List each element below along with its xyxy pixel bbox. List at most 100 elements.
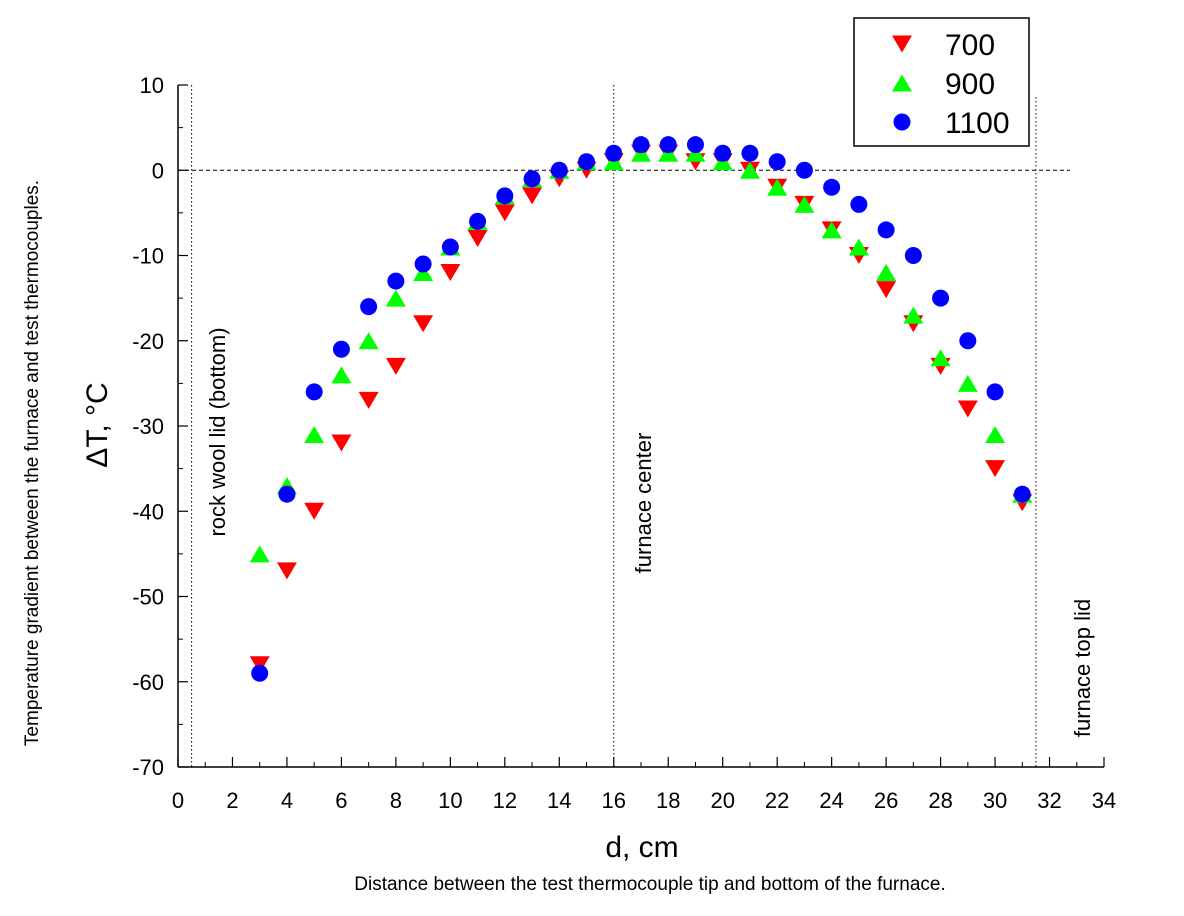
data-point (904, 247, 922, 264)
data-point (741, 144, 759, 162)
legend-marker-900 (892, 74, 912, 92)
data-point (795, 161, 813, 179)
data-point (413, 264, 434, 282)
data-point (331, 366, 352, 384)
reference-line-label: rock wool lid (bottom) (205, 327, 230, 536)
data-point (522, 187, 543, 205)
data-point (387, 272, 405, 290)
data-point (550, 161, 568, 179)
ticks: 0 2 4 6 8 10 12 14 16 18 20 22 24 26 28 30 32 34100-10-20… (132, 73, 1116, 813)
x-tick-label: 26 (874, 788, 898, 813)
legend-label: 700 (945, 29, 995, 62)
data-point (876, 264, 897, 282)
data-point (332, 340, 350, 358)
y-tick-label: -20 (132, 329, 164, 354)
y-tick-label: -70 (132, 755, 164, 780)
x-tick-label: 22 (765, 788, 789, 813)
x-tick-label: 12 (493, 788, 517, 813)
data-point (959, 332, 977, 350)
x-tick-label: 32 (1037, 788, 1061, 813)
data-point (249, 656, 270, 674)
y-tick-label: -40 (132, 499, 164, 524)
data-point (739, 161, 760, 179)
legend-marker-1100 (893, 113, 911, 131)
data-point (414, 255, 432, 273)
data-point (823, 178, 841, 196)
data-point (360, 298, 378, 316)
data-point (413, 315, 434, 333)
x-tick-label: 34 (1092, 788, 1116, 813)
data-point (496, 187, 514, 205)
x-tick-label: 24 (819, 788, 843, 813)
data-point (249, 545, 270, 563)
y-tick-label: -10 (132, 244, 164, 269)
data-point (603, 153, 624, 171)
data-point (467, 229, 488, 247)
data-point (685, 144, 706, 162)
data-point (358, 332, 379, 350)
data-point (932, 289, 950, 307)
data-point (523, 170, 541, 188)
data-point (686, 136, 704, 154)
data-point (469, 212, 487, 230)
x-tick-label: 30 (983, 788, 1007, 813)
data-point (605, 144, 623, 162)
x-axis-title: d, cm (605, 831, 678, 864)
data-point (276, 562, 297, 580)
x-tick-label: 16 (602, 788, 626, 813)
y-axis-caption: Temperature gradient between the furnace… (22, 180, 43, 746)
data-point (304, 502, 325, 520)
y-tick-label: 10 (140, 73, 164, 98)
data-point (358, 391, 379, 409)
data-point (768, 153, 786, 171)
x-tick-label: 10 (438, 788, 462, 813)
data-point (712, 153, 733, 171)
data-point (767, 178, 788, 196)
reference-line-label: furnace center (631, 433, 656, 574)
data-point (304, 426, 325, 444)
axis-titles: d, cm Distance between the test thermoco… (22, 180, 946, 895)
y-axis-title: ΔT, °C (81, 382, 114, 467)
data-point (385, 357, 406, 375)
x-tick-label: 20 (710, 788, 734, 813)
data-point (440, 264, 461, 282)
reference-lines: rock wool lid (bottom) furnace center furn… (178, 85, 1095, 767)
data-point (278, 485, 296, 503)
data-point (930, 349, 951, 367)
x-tick-label: 28 (928, 788, 952, 813)
legend-label: 900 (945, 68, 995, 101)
data-series (249, 136, 1033, 682)
x-tick-label: 6 (335, 788, 347, 813)
data-point (659, 136, 677, 154)
data-point (794, 195, 815, 213)
legend-box (853, 17, 1030, 147)
data-point (957, 400, 978, 418)
data-point (632, 136, 650, 154)
data-point (986, 383, 1004, 401)
data-point (876, 281, 897, 299)
data-point (714, 144, 732, 162)
data-point (578, 153, 596, 171)
y-tick-label: 0 (152, 158, 164, 183)
x-tick-label: 0 (172, 788, 184, 813)
series-700 (249, 144, 1033, 674)
axes (177, 85, 1104, 768)
data-point (494, 204, 515, 222)
x-tick-label: 4 (281, 788, 293, 813)
data-point (957, 374, 978, 392)
data-point (903, 306, 924, 324)
data-point (848, 238, 869, 256)
reference-line-label: furnace top lid (1070, 599, 1095, 737)
data-point (631, 144, 651, 162)
x-tick-label: 14 (547, 788, 571, 813)
data-point (850, 195, 868, 213)
x-tick-label: 18 (656, 788, 680, 813)
y-tick-label: -50 (132, 585, 164, 610)
data-point (877, 221, 895, 239)
data-point (821, 221, 842, 239)
legend: 700 900 1100 (853, 17, 1030, 147)
x-tick-label: 2 (226, 788, 238, 813)
data-point (985, 426, 1006, 444)
data-point (385, 289, 406, 307)
